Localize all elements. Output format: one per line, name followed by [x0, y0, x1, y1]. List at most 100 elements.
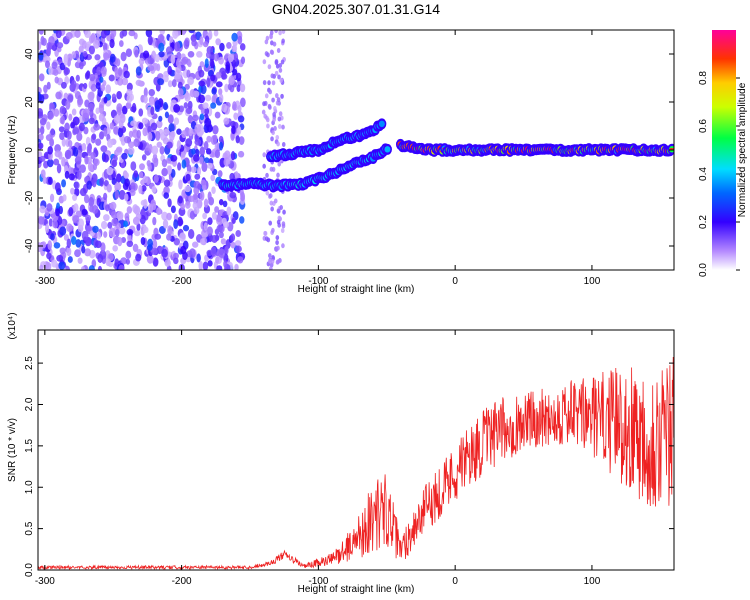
noise-blob	[212, 134, 218, 141]
noise-blob	[46, 158, 54, 168]
noise-blob	[84, 30, 91, 39]
noise-blob	[276, 219, 281, 225]
y-tick-label: 0.0	[24, 563, 35, 577]
noise-blob	[219, 141, 224, 151]
noise-blob	[202, 102, 209, 109]
noise-blob	[198, 80, 206, 87]
noise-blob	[83, 126, 89, 135]
noise-blob	[173, 252, 179, 260]
noise-blob	[235, 135, 240, 144]
noise-blob	[55, 91, 62, 100]
noise-blob	[118, 120, 124, 129]
noise-blob	[151, 145, 159, 155]
noise-blob	[105, 84, 112, 94]
noise-blob	[103, 127, 108, 137]
noise-blob	[198, 260, 204, 270]
noise-blob	[59, 247, 66, 255]
noise-blob	[281, 30, 286, 34]
ridge-core	[378, 120, 385, 128]
noise-blob	[126, 82, 133, 92]
noise-blob	[231, 32, 238, 42]
spectrogram-marks	[38, 30, 674, 270]
noise-blob	[263, 113, 267, 119]
noise-blob	[204, 58, 209, 69]
noise-blob	[267, 80, 271, 86]
noise-blob	[232, 68, 238, 76]
noise-blob	[114, 66, 119, 75]
noise-blob	[98, 104, 105, 114]
noise-blob	[272, 41, 277, 47]
noise-blob	[264, 236, 269, 242]
noise-blob	[138, 57, 145, 66]
noise-blob	[103, 192, 108, 201]
noise-blob	[147, 131, 153, 141]
noise-blob	[200, 179, 207, 187]
noise-blob	[167, 225, 173, 235]
noise-blob	[216, 213, 222, 223]
noise-blob	[136, 223, 141, 232]
noise-blob	[185, 173, 191, 182]
noise-blob	[218, 88, 223, 96]
noise-blob	[209, 58, 215, 68]
noise-blob	[173, 257, 179, 265]
noise-blob	[227, 53, 234, 63]
noise-blob	[152, 257, 159, 267]
noise-blob	[126, 94, 133, 104]
noise-blob	[60, 115, 65, 125]
snr-y-label: SNR (10 * v/v)	[7, 418, 18, 482]
noise-blob	[123, 70, 130, 79]
noise-blob	[273, 105, 277, 111]
noise-blob	[231, 125, 236, 135]
noise-blob	[217, 170, 223, 178]
colorbar-tick-label: 0.4	[698, 167, 709, 181]
noise-blob	[277, 124, 282, 130]
noise-blob	[63, 67, 70, 75]
y-tick-label: 0	[24, 147, 35, 153]
noise-blob	[127, 146, 135, 155]
noise-blob	[277, 215, 282, 221]
noise-blob	[185, 107, 193, 115]
noise-blob	[117, 67, 123, 76]
noise-blob	[167, 65, 173, 76]
noise-blob	[63, 56, 68, 66]
noise-blob	[164, 111, 170, 119]
noise-blob	[206, 124, 213, 133]
noise-blob	[211, 94, 217, 105]
noise-blob	[93, 123, 101, 131]
noise-blob	[102, 80, 107, 87]
noise-blob	[270, 259, 275, 265]
noise-blob	[196, 253, 201, 263]
noise-blob	[173, 237, 181, 246]
noise-blob	[100, 66, 107, 75]
noise-blob	[108, 74, 115, 82]
noise-blob	[230, 241, 236, 249]
noise-blob	[118, 264, 125, 270]
noise-blob	[90, 33, 95, 43]
noise-blob	[225, 158, 231, 165]
noise-blob	[128, 130, 134, 138]
y-tick-label: 0.5	[24, 521, 35, 535]
noise-blob	[240, 56, 246, 65]
noise-blob	[90, 83, 97, 92]
noise-blob	[121, 77, 129, 86]
noise-blob	[275, 240, 279, 246]
noise-blob	[158, 42, 165, 52]
noise-blob	[76, 170, 82, 180]
noise-blob	[239, 83, 246, 93]
noise-blob	[98, 201, 106, 211]
noise-blob	[210, 174, 216, 182]
noise-blob	[81, 230, 89, 241]
noise-blob	[226, 42, 232, 49]
noise-blob	[106, 166, 114, 176]
noise-blob	[126, 228, 134, 236]
noise-blob	[269, 166, 274, 172]
noise-blob	[187, 100, 193, 110]
noise-blob	[224, 150, 231, 159]
noise-blob	[211, 186, 216, 195]
noise-blob	[109, 201, 117, 210]
noise-blob	[53, 219, 58, 229]
noise-blob	[196, 51, 203, 58]
noise-blob	[138, 184, 143, 194]
noise-blob	[203, 140, 209, 151]
